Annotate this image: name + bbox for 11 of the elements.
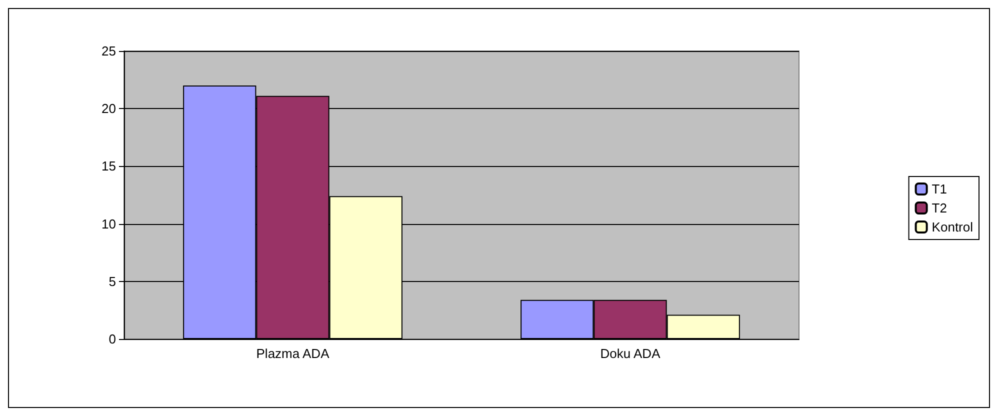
legend-label: T2 xyxy=(932,200,947,216)
legend-label: Kontrol xyxy=(932,220,974,234)
y-tick-label: 15 xyxy=(102,158,116,174)
y-tick-label: 20 xyxy=(102,101,116,116)
y-tick-label: 25 xyxy=(102,44,116,58)
legend-label: T1 xyxy=(932,182,947,196)
x-tick-label: Doku ADA xyxy=(600,346,661,361)
y-tick-label: 0 xyxy=(108,332,116,346)
y-tick-label: 10 xyxy=(102,216,116,232)
y-tick-label: 5 xyxy=(108,274,116,289)
x-tick-label: Plazma ADA xyxy=(256,346,330,361)
